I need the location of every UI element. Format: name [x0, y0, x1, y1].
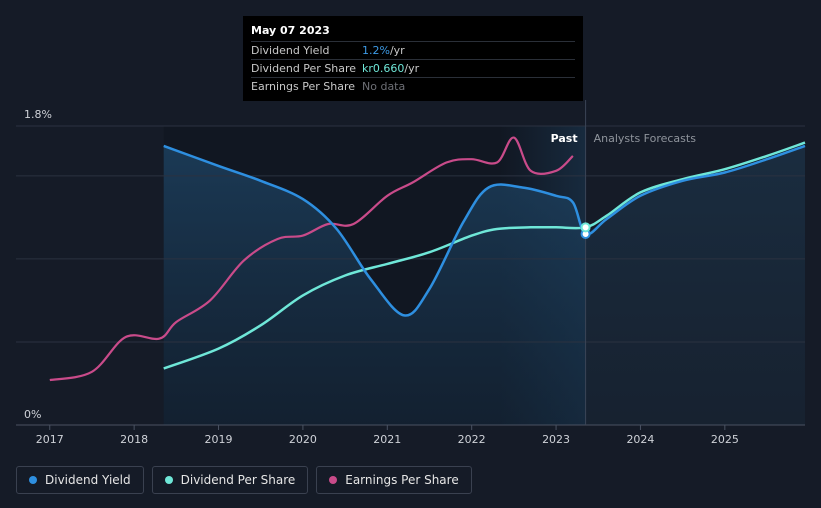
x-tick-label: 2019 — [205, 433, 233, 446]
legend-dot-icon — [29, 476, 37, 484]
past-label: Past — [551, 132, 578, 145]
forecast-label: Analysts Forecasts — [594, 132, 697, 145]
legend-label: Dividend Yield — [45, 473, 131, 487]
legend-label: Earnings Per Share — [345, 473, 459, 487]
chart-legend: Dividend Yield Dividend Per Share Earnin… — [16, 466, 472, 494]
tooltip-row-dividend-yield: Dividend Yield 1.2% /yr — [251, 41, 575, 59]
tooltip-label: Dividend Per Share — [251, 62, 357, 75]
legend-dividend-yield[interactable]: Dividend Yield — [16, 466, 144, 494]
x-tick-label: 2022 — [458, 433, 486, 446]
legend-dot-icon — [164, 476, 173, 484]
x-tick-label: 2024 — [626, 433, 654, 446]
x-tick-label: 2023 — [542, 433, 570, 446]
tooltip-date: May 07 2023 — [251, 24, 330, 37]
x-tick-label: 2018 — [120, 433, 148, 446]
y-axis-top-label: 1.8% — [24, 108, 52, 121]
chart-tooltip: May 07 2023 Dividend Yield 1.2% /yr Divi… — [243, 16, 583, 101]
legend-label: Dividend Per Share — [180, 473, 296, 487]
legend-earnings-per-share[interactable]: Earnings Per Share — [316, 466, 472, 494]
dividend-yield-area-forecast — [585, 145, 805, 425]
tooltip-value: kr0.660 — [362, 62, 405, 75]
legend-dividend-per-share[interactable]: Dividend Per Share — [151, 466, 309, 494]
tooltip-unit: /yr — [389, 44, 405, 57]
earnings-per-share-line — [49, 136, 574, 382]
tooltip-value: No data — [362, 80, 406, 93]
dividend-yield-line — [163, 144, 806, 317]
tooltip-row-earnings-per-share: Earnings Per Share No data — [251, 77, 575, 95]
tooltip-label: Dividend Yield — [251, 44, 330, 57]
tooltip-value: 1.2% — [362, 44, 390, 57]
dividend-per-share-line — [163, 141, 806, 370]
x-tick-label: 2020 — [289, 433, 317, 446]
tooltip-row-dividend-per-share: Dividend Per Share kr0.660 /yr — [251, 59, 575, 77]
dividend-per-share-marker — [580, 222, 591, 233]
y-axis-bottom-label: 0% — [24, 408, 41, 421]
x-tick-label: 2017 — [36, 433, 64, 446]
tooltip-label: Earnings Per Share — [251, 80, 356, 93]
legend-dot-icon — [329, 476, 338, 484]
tooltip-unit: /yr — [404, 62, 420, 75]
x-tick-label: 2021 — [373, 433, 401, 446]
x-tick-label: 2025 — [711, 433, 739, 446]
